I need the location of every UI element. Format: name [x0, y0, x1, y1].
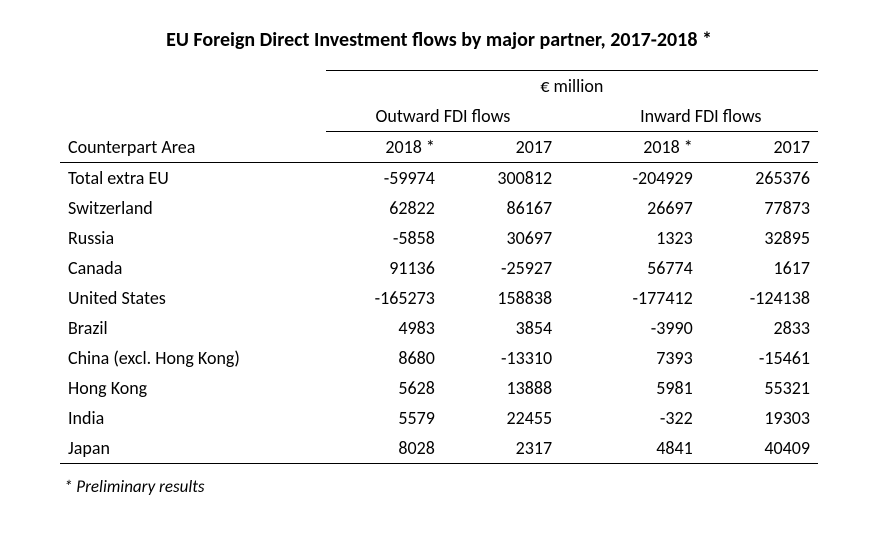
- cell-area: Canada: [60, 253, 326, 283]
- col-header-out-2018: 2018 *: [326, 132, 443, 163]
- table-title: EU Foreign Direct Investment flows by ma…: [60, 28, 818, 52]
- table-row: Russia-585830697 132332895: [60, 223, 818, 253]
- cell-in-2018: -322: [584, 403, 701, 433]
- cell-in-2018: 4841: [584, 433, 701, 464]
- cell-in-2018: 1323: [584, 223, 701, 253]
- table-row: Total extra EU-59974300812 -204929265376: [60, 163, 818, 194]
- cell-area: India: [60, 403, 326, 433]
- cell-in-2017: 265376: [701, 163, 818, 194]
- cell-area: Japan: [60, 433, 326, 464]
- table-row: Switzerland6282286167 2669777873: [60, 193, 818, 223]
- cell-out-2018: 91136: [326, 253, 443, 283]
- table-row: China (excl. Hong Kong)8680-13310 7393-15…: [60, 343, 818, 373]
- cell-spacer: [560, 373, 583, 403]
- cell-out-2017: 2317: [443, 433, 560, 464]
- table-row: Japan80282317 484140409: [60, 433, 818, 464]
- cell-spacer: [560, 403, 583, 433]
- cell-spacer: [560, 163, 583, 194]
- cell-out-2017: -25927: [443, 253, 560, 283]
- cell-in-2018: 5981: [584, 373, 701, 403]
- group-header-row: Outward FDI flows Inward FDI flows: [60, 101, 818, 132]
- cell-in-2017: 19303: [701, 403, 818, 433]
- cell-out-2017: 300812: [443, 163, 560, 194]
- cell-spacer: [560, 253, 583, 283]
- cell-in-2018: -204929: [584, 163, 701, 194]
- cell-in-2017: 1617: [701, 253, 818, 283]
- col-header-counterpart: Counterpart Area: [60, 132, 326, 163]
- unit-row-blank: [60, 71, 326, 102]
- cell-in-2017: -15461: [701, 343, 818, 373]
- group-row-blank: [60, 101, 326, 132]
- cell-spacer: [560, 283, 583, 313]
- unit-label: € million: [326, 71, 818, 102]
- fdi-table: € million Outward FDI flows Inward FDI f…: [60, 70, 818, 464]
- cell-out-2018: -59974: [326, 163, 443, 194]
- table-row: Canada91136-25927 567741617: [60, 253, 818, 283]
- cell-in-2017: 40409: [701, 433, 818, 464]
- cell-in-2017: 77873: [701, 193, 818, 223]
- col-header-spacer: [560, 132, 583, 163]
- cell-out-2017: 30697: [443, 223, 560, 253]
- cell-spacer: [560, 313, 583, 343]
- table-row: United States-165273158838 -177412-124138: [60, 283, 818, 313]
- table-body: Total extra EU-59974300812-204929265376S…: [60, 163, 818, 464]
- table-row: Hong Kong562813888 598155321: [60, 373, 818, 403]
- cell-area: Switzerland: [60, 193, 326, 223]
- footnote: * Preliminary results: [60, 476, 818, 497]
- col-header-in-2017: 2017: [701, 132, 818, 163]
- cell-in-2018: 7393: [584, 343, 701, 373]
- cell-area: Total extra EU: [60, 163, 326, 194]
- cell-out-2017: -13310: [443, 343, 560, 373]
- cell-area: Russia: [60, 223, 326, 253]
- cell-spacer: [560, 343, 583, 373]
- col-header-in-2018: 2018 *: [584, 132, 701, 163]
- cell-area: Brazil: [60, 313, 326, 343]
- cell-in-2017: 2833: [701, 313, 818, 343]
- cell-out-2017: 158838: [443, 283, 560, 313]
- cell-in-2018: -177412: [584, 283, 701, 313]
- cell-in-2018: 26697: [584, 193, 701, 223]
- cell-out-2017: 13888: [443, 373, 560, 403]
- cell-in-2018: -3990: [584, 313, 701, 343]
- cell-out-2018: 5579: [326, 403, 443, 433]
- col-header-out-2017: 2017: [443, 132, 560, 163]
- column-header-row: Counterpart Area 2018 * 2017 2018 * 2017: [60, 132, 818, 163]
- table-row: Brazil49833854 -39902833: [60, 313, 818, 343]
- cell-out-2018: 62822: [326, 193, 443, 223]
- cell-out-2018: 8680: [326, 343, 443, 373]
- cell-in-2017: 32895: [701, 223, 818, 253]
- cell-out-2017: 22455: [443, 403, 560, 433]
- cell-out-2018: -165273: [326, 283, 443, 313]
- page: EU Foreign Direct Investment flows by ma…: [0, 0, 878, 553]
- cell-area: Hong Kong: [60, 373, 326, 403]
- cell-out-2018: 4983: [326, 313, 443, 343]
- group-row-spacer: [560, 101, 583, 132]
- cell-in-2018: 56774: [584, 253, 701, 283]
- cell-spacer: [560, 223, 583, 253]
- cell-out-2018: 5628: [326, 373, 443, 403]
- cell-area: United States: [60, 283, 326, 313]
- group-header-inward: Inward FDI flows: [584, 101, 818, 132]
- cell-out-2018: -5858: [326, 223, 443, 253]
- cell-in-2017: 55321: [701, 373, 818, 403]
- cell-area: China (excl. Hong Kong): [60, 343, 326, 373]
- cell-spacer: [560, 193, 583, 223]
- cell-out-2017: 3854: [443, 313, 560, 343]
- cell-out-2017: 86167: [443, 193, 560, 223]
- unit-row: € million: [60, 71, 818, 102]
- cell-in-2017: -124138: [701, 283, 818, 313]
- cell-out-2018: 8028: [326, 433, 443, 464]
- group-header-outward: Outward FDI flows: [326, 101, 560, 132]
- table-row: India557922455 -32219303: [60, 403, 818, 433]
- cell-spacer: [560, 433, 583, 464]
